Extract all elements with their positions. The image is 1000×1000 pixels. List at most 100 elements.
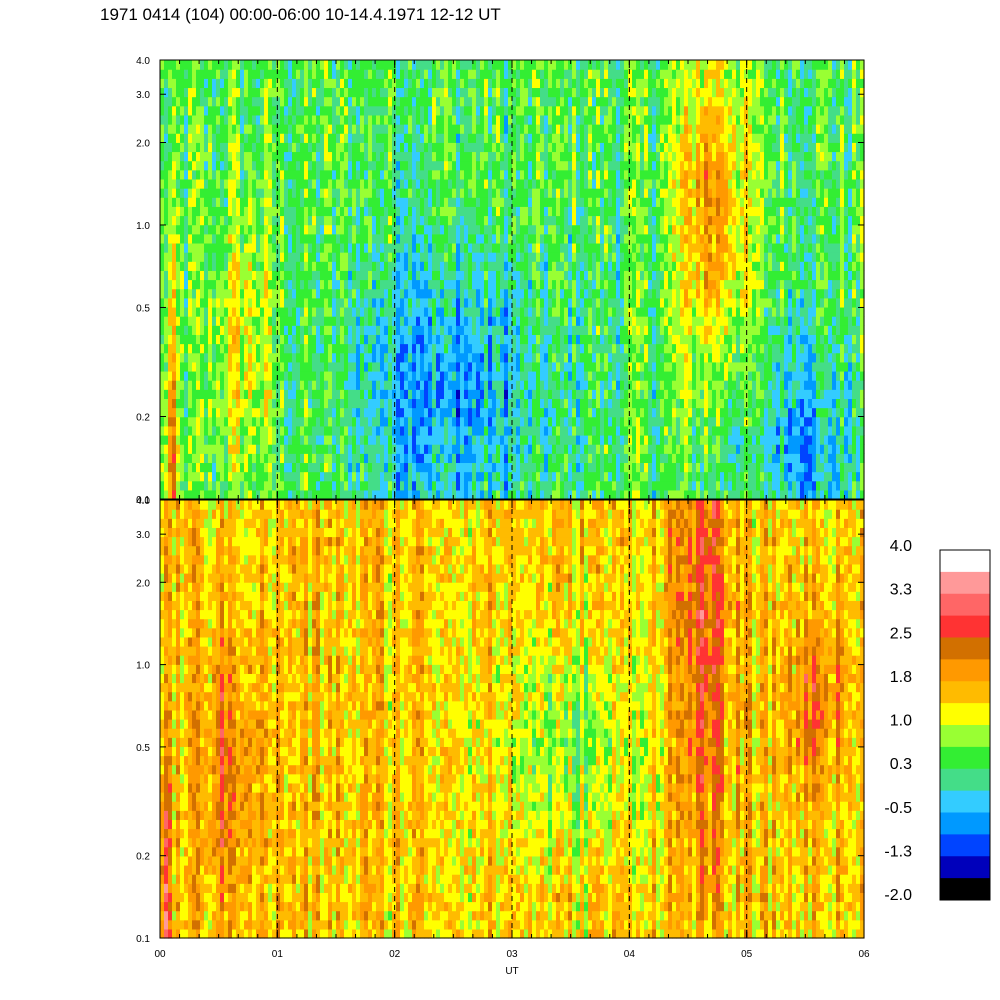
heatmap-cell	[168, 361, 173, 372]
heatmap-cell	[240, 288, 245, 299]
heatmap-cell	[528, 215, 533, 226]
heatmap-cell	[416, 334, 421, 345]
heatmap-cell	[248, 133, 253, 143]
heatmap-cell	[408, 343, 413, 354]
heatmap-cell	[564, 233, 569, 244]
heatmap-cell	[484, 416, 489, 427]
heatmap-cell	[436, 425, 441, 436]
heatmap-cell	[240, 471, 245, 482]
heatmap-cell	[176, 361, 181, 372]
heatmap-cell	[560, 215, 565, 226]
heatmap-cell	[180, 306, 185, 317]
heatmap-cell	[192, 306, 197, 317]
heatmap-cell	[440, 398, 445, 409]
heatmap-cell	[180, 288, 185, 299]
heatmap-cell	[312, 288, 317, 299]
heatmap-cell	[412, 398, 417, 409]
heatmap-cell	[536, 206, 541, 217]
heatmap-cell	[504, 361, 509, 372]
heatmap-cell	[384, 316, 389, 326]
heatmap-cell	[452, 444, 457, 454]
heatmap-cell	[208, 252, 213, 262]
heatmap-cell	[352, 489, 357, 500]
heatmap-cell	[504, 343, 509, 354]
heatmap-cell	[252, 87, 257, 98]
heatmap-cell	[248, 462, 253, 473]
heatmap-cell	[180, 361, 185, 372]
heatmap-cell	[192, 462, 197, 473]
heatmap-cell	[256, 306, 261, 317]
heatmap-cell	[464, 169, 469, 180]
heatmap-cell	[496, 453, 501, 464]
heatmap-cell	[464, 352, 469, 363]
heatmap-cell	[560, 416, 565, 427]
heatmap-cell	[504, 462, 509, 473]
heatmap-cell	[192, 160, 197, 171]
heatmap-cell	[532, 96, 537, 107]
heatmap-cell	[500, 60, 505, 70]
heatmap-cell	[520, 444, 525, 454]
heatmap-cell	[424, 133, 429, 143]
heatmap-cell	[548, 169, 553, 180]
heatmap-cell	[444, 389, 449, 399]
heatmap-cell	[232, 178, 237, 189]
heatmap-cell	[348, 297, 353, 308]
heatmap-cell	[460, 361, 465, 372]
heatmap-cell	[492, 87, 497, 98]
heatmap-cell	[276, 389, 281, 399]
heatmap-cell	[388, 60, 393, 70]
heatmap-cell	[204, 233, 209, 244]
heatmap-cell	[376, 325, 381, 335]
heatmap-cell	[404, 398, 409, 409]
heatmap-cell	[288, 434, 293, 445]
heatmap-cell	[396, 480, 401, 491]
heatmap-cell	[396, 444, 401, 454]
heatmap-cell	[204, 370, 209, 381]
heatmap-cell	[340, 352, 345, 363]
heatmap-cell	[236, 69, 241, 79]
heatmap-cell	[548, 133, 553, 143]
heatmap-cell	[352, 480, 357, 491]
heatmap-cell	[224, 142, 229, 153]
heatmap-cell	[448, 434, 453, 445]
heatmap-cell	[568, 471, 573, 482]
heatmap-cell	[360, 114, 365, 125]
heatmap-cell	[428, 334, 433, 345]
heatmap-cell	[252, 124, 257, 134]
heatmap-cell	[564, 261, 569, 271]
heatmap-cell	[212, 279, 217, 290]
heatmap-cell	[168, 425, 173, 436]
heatmap-cell	[528, 178, 533, 189]
heatmap-cell	[240, 169, 245, 180]
heatmap-cell	[428, 407, 433, 418]
heatmap-cell	[552, 471, 557, 482]
heatmap-cell	[428, 444, 433, 454]
heatmap-cell	[380, 169, 385, 180]
heatmap-cell	[304, 370, 309, 381]
heatmap-cell	[212, 434, 217, 445]
heatmap-cell	[176, 242, 181, 253]
heatmap-cell	[184, 407, 189, 418]
heatmap-cell	[460, 279, 465, 290]
heatmap-cell	[252, 279, 257, 290]
heatmap-cell	[452, 370, 457, 381]
heatmap-cell	[284, 453, 289, 464]
heatmap-cell	[252, 242, 257, 253]
heatmap-cell	[272, 188, 277, 198]
heatmap-cell	[312, 416, 317, 427]
heatmap-cell	[264, 453, 269, 464]
heatmap-cell	[540, 297, 545, 308]
heatmap-cell	[352, 114, 357, 125]
heatmap-cell	[548, 407, 553, 418]
heatmap-cell	[420, 160, 425, 171]
heatmap-cell	[340, 142, 345, 153]
heatmap-cell	[416, 215, 421, 226]
heatmap-cell	[196, 178, 201, 189]
heatmap-cell	[536, 242, 541, 253]
heatmap-cell	[492, 114, 497, 125]
heatmap-cell	[528, 188, 533, 198]
heatmap-cell	[556, 444, 561, 454]
heatmap-cell	[260, 334, 265, 345]
heatmap-cell	[532, 462, 537, 473]
heatmap-cell	[240, 197, 245, 207]
